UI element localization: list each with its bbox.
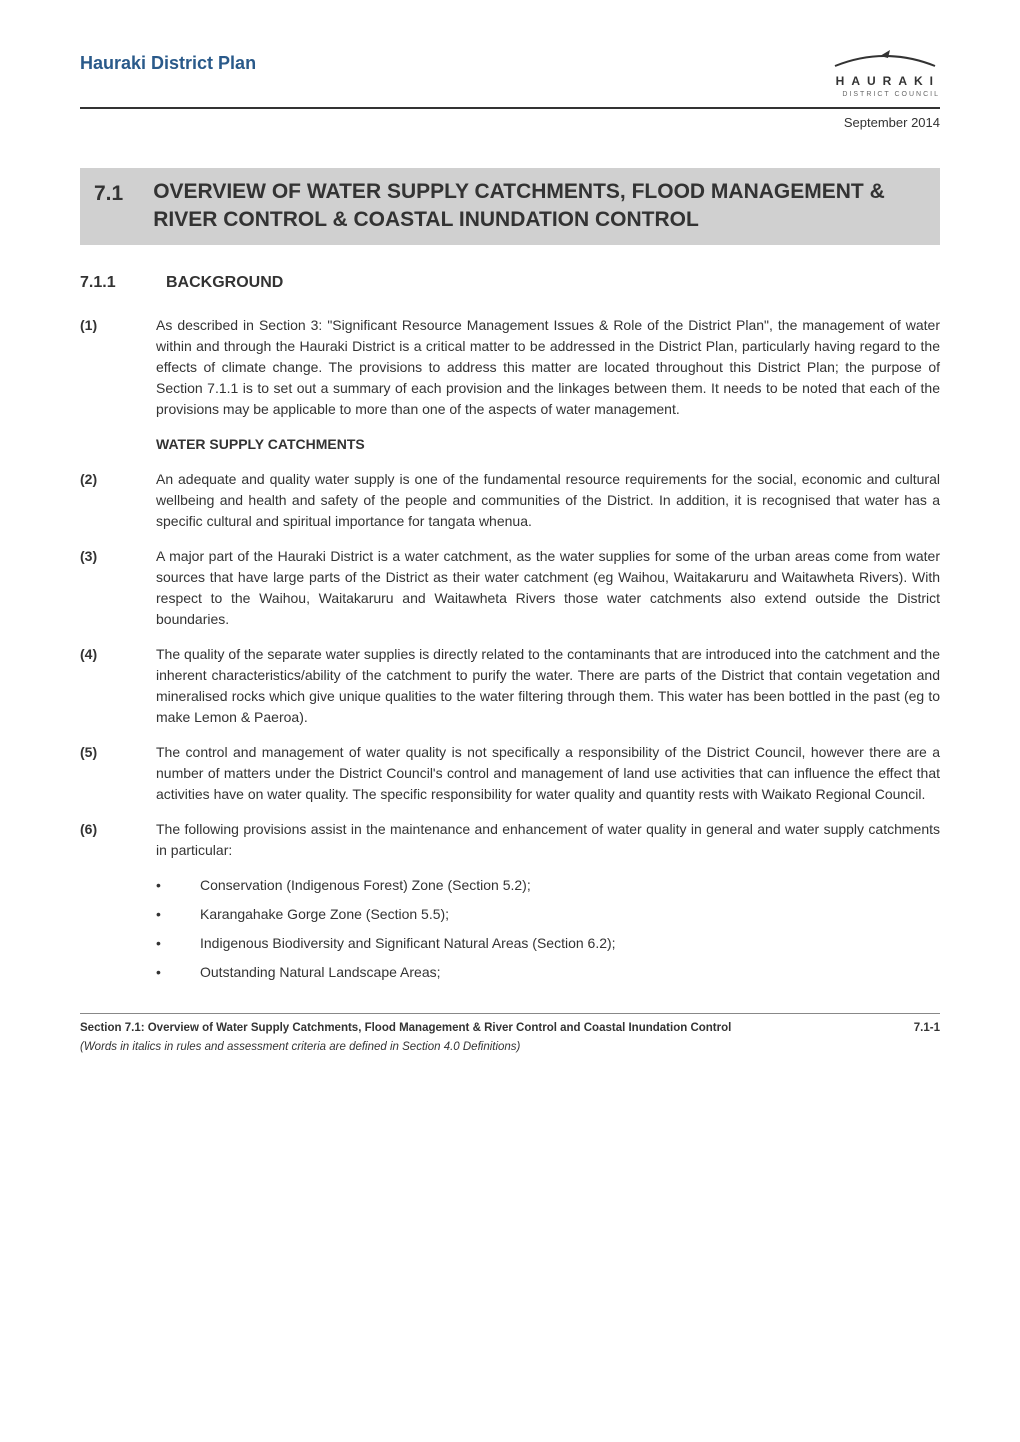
page-header: Hauraki District Plan HAURAKI DISTRICT C…: [80, 50, 940, 109]
paragraph-number: (3): [80, 546, 136, 630]
footer-section-ref: Section 7.1: Overview of Water Supply Ca…: [80, 1020, 731, 1037]
paragraph: (4) The quality of the separate water su…: [80, 644, 940, 728]
logo-subtext: DISTRICT COUNCIL: [830, 90, 940, 101]
bullet-icon: •: [156, 962, 170, 983]
bullet-icon: •: [156, 875, 170, 896]
bullet-icon: •: [156, 933, 170, 954]
paragraph: (3) A major part of the Hauraki District…: [80, 546, 940, 630]
footer-note: (Words in italics in rules and assessmen…: [80, 1039, 940, 1056]
bullet-icon: •: [156, 904, 170, 925]
paragraph-number: (4): [80, 644, 136, 728]
logo-swoosh-icon: [830, 50, 940, 70]
document-date: September 2014: [80, 113, 940, 133]
subheading: WATER SUPPLY CATCHMENTS: [156, 434, 940, 455]
paragraph-body: The quality of the separate water suppli…: [156, 644, 940, 728]
paragraph-number: (6): [80, 819, 136, 861]
bullet-text: Conservation (Indigenous Forest) Zone (S…: [200, 875, 531, 896]
doc-title: Hauraki District Plan: [80, 50, 256, 77]
section-banner: 7.1 OVERVIEW OF WATER SUPPLY CATCHMENTS,…: [80, 168, 940, 245]
council-logo: HAURAKI DISTRICT COUNCIL: [830, 50, 940, 101]
list-item: • Indigenous Biodiversity and Significan…: [156, 933, 940, 954]
paragraph-number: (5): [80, 742, 136, 805]
section-number: 7.1: [94, 178, 123, 210]
paragraph-body: As described in Section 3: "Significant …: [156, 315, 940, 420]
paragraph-body: A major part of the Hauraki District is …: [156, 546, 940, 630]
paragraph: (5) The control and management of water …: [80, 742, 940, 805]
bullet-text: Indigenous Biodiversity and Significant …: [200, 933, 616, 954]
bullet-text: Karangahake Gorge Zone (Section 5.5);: [200, 904, 449, 925]
subsection-header: 7.1.1 BACKGROUND: [80, 271, 940, 295]
paragraph-body: The following provisions assist in the m…: [156, 819, 940, 861]
section-title: OVERVIEW OF WATER SUPPLY CATCHMENTS, FLO…: [153, 178, 926, 235]
paragraph: (6) The following provisions assist in t…: [80, 819, 940, 861]
logo-text: HAURAKI: [830, 72, 940, 90]
paragraph: (1) As described in Section 3: "Signific…: [80, 315, 940, 420]
page-number: 7.1-1: [914, 1020, 940, 1037]
bullet-list: • Conservation (Indigenous Forest) Zone …: [156, 875, 940, 983]
paragraph: (2) An adequate and quality water supply…: [80, 469, 940, 532]
paragraph-body: The control and management of water qual…: [156, 742, 940, 805]
page-footer: Section 7.1: Overview of Water Supply Ca…: [80, 1013, 940, 1057]
subsection-title: BACKGROUND: [166, 271, 283, 295]
list-item: • Outstanding Natural Landscape Areas;: [156, 962, 940, 983]
list-item: • Conservation (Indigenous Forest) Zone …: [156, 875, 940, 896]
bullet-text: Outstanding Natural Landscape Areas;: [200, 962, 441, 983]
subsection-number: 7.1.1: [80, 271, 136, 295]
paragraph-body: An adequate and quality water supply is …: [156, 469, 940, 532]
paragraph-number: (2): [80, 469, 136, 532]
list-item: • Karangahake Gorge Zone (Section 5.5);: [156, 904, 940, 925]
paragraph-number: (1): [80, 315, 136, 420]
